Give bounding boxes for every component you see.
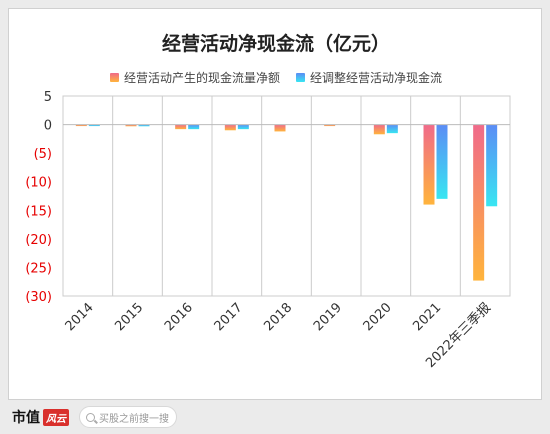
legend-item-series-2[interactable]: 经调整经营活动净现金流 — [296, 69, 442, 86]
bar-series-1 — [274, 124, 286, 132]
bar-series-2 — [436, 124, 448, 199]
y-tick-label: 0 — [44, 119, 52, 134]
x-tick-label: 2019 — [311, 300, 345, 334]
y-tick-label: (5) — [34, 147, 52, 162]
bar-series-1 — [75, 124, 87, 127]
legend-label-series-1: 经营活动产生的现金流量净额 — [123, 71, 280, 85]
x-tick-label: 2018 — [261, 300, 295, 334]
bar-series-1 — [473, 124, 485, 281]
bar-series-2 — [188, 124, 200, 130]
bar-series-1 — [324, 124, 336, 127]
bar-series-1 — [125, 124, 137, 127]
bar-series-2 — [486, 124, 498, 207]
bar-chart: 5 0 (5) (10) (15) (20) (25) (30) 2014 2015 2016 201… — [25, 90, 511, 371]
x-tick-label: 2014 — [63, 300, 97, 334]
search-box[interactable]: 买股之前搜一搜 — [79, 406, 177, 428]
brand-name: 市值 — [12, 410, 40, 426]
bar-series-2 — [88, 124, 100, 127]
brand-logo: 市值 风云 — [12, 407, 69, 427]
chart-legend: 经营活动产生的现金流量净额 经调整经营活动净现金流 — [9, 69, 543, 86]
y-tick-label: (25) — [25, 261, 52, 276]
brand-mark: 风云 — [43, 408, 69, 426]
plot-frame — [62, 95, 511, 297]
bar-series-1 — [423, 124, 435, 205]
legend-swatch-series-1 — [109, 73, 119, 82]
bar-series-2 — [386, 124, 398, 134]
y-tick-label: (20) — [25, 233, 52, 248]
y-tick-label: 5 — [44, 90, 52, 105]
footer-bar: 市值 风云 买股之前搜一搜 — [0, 400, 550, 434]
y-tick-label: (30) — [25, 290, 52, 305]
legend-item-series-1[interactable]: 经营活动产生的现金流量净额 — [109, 69, 280, 86]
chart-card: 经营活动净现金流（亿元） 经营活动产生的现金流量净额 经调整经营活动净现金流 — [8, 8, 542, 400]
x-tick-label: 2017 — [212, 300, 246, 334]
x-tick-label: 2021 — [410, 300, 444, 334]
legend-swatch-series-2 — [296, 73, 305, 82]
chart-title: 经营活动净现金流（亿元） — [161, 33, 390, 55]
y-tick-label: (10) — [25, 176, 52, 191]
x-tick-label: 2015 — [112, 300, 146, 334]
y-tick-label: (15) — [25, 204, 52, 219]
x-tick-label: 2016 — [162, 300, 196, 334]
bar-series-1 — [224, 124, 236, 131]
bar-series-2 — [237, 124, 249, 130]
bar-series-1 — [175, 124, 187, 130]
search-icon — [86, 412, 95, 422]
legend-label-series-2: 经调整经营活动净现金流 — [310, 71, 443, 85]
search-placeholder: 买股之前搜一搜 — [99, 413, 169, 425]
bar-series-1 — [373, 124, 385, 135]
bar-series-2 — [138, 124, 150, 127]
x-tick-label: 2020 — [361, 300, 395, 334]
